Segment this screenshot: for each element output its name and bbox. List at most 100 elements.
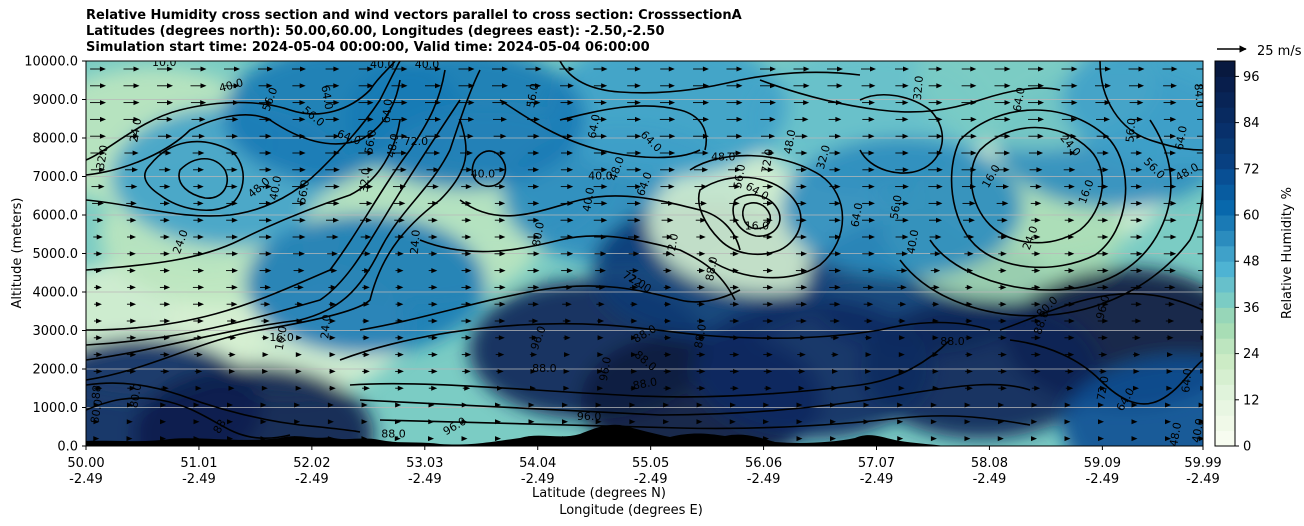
wind-vector [1000,352,1007,358]
wind-vector [195,385,202,391]
contour-line [419,235,736,301]
wind-vector [699,318,706,324]
wind-vector [601,66,608,72]
wind-vector [262,352,269,358]
contour-label: 24.0 [127,117,144,143]
wind-vector [465,234,472,240]
contour-line [742,202,772,230]
contour-line [859,94,944,174]
wind-vector [198,268,205,274]
wind-vector [1170,167,1177,173]
wind-vector [95,301,102,307]
contour-line [86,61,396,161]
contour-label: 88.0 [703,256,720,282]
x-tick-label-lon: -2.49 [1086,472,1120,487]
wind-vector [902,234,909,240]
wind-vector [736,116,743,122]
wind-vector [966,368,973,374]
wind-vector [1133,368,1140,374]
contour-label: 32.0 [814,144,833,171]
wind-vector [1136,167,1143,173]
contour-label: 80.0 [88,398,105,424]
wind-vector [901,251,908,257]
wind-vector [1204,134,1210,139]
wind-vector [732,385,739,391]
x-tick-label-lon: -2.49 [860,472,894,487]
wind-vector [801,133,808,139]
wind-vector [868,268,875,274]
wind-vector [164,284,171,290]
wind-vector [799,352,806,358]
wind-vector [397,301,404,307]
contour-label: 32.0 [357,168,372,194]
contour-line [899,179,1203,317]
wind-vector [966,385,973,391]
wind-vector [1204,117,1210,122]
x-axis-label-longitude: Longitude (degrees E) [559,503,703,518]
wind-vector [635,167,642,173]
wind-vector [464,385,471,391]
wind-vector [567,167,574,173]
wind-vector [534,100,541,106]
contour-line [86,397,291,440]
wind-vector [700,200,707,206]
wind-vector [1136,234,1143,240]
wind-vector [766,234,773,240]
chart-title-line-3: Simulation start time: 2024-05-04 00:00:… [86,40,650,55]
wind-vector [1138,66,1145,72]
wind-vector [935,234,942,240]
wind-vector [633,251,640,257]
wind-vector [465,217,472,223]
wind-vector [868,116,875,122]
wind-vector [397,352,404,358]
wind-vectors [90,66,1210,442]
wind-vector [834,284,841,290]
wind-vector [767,318,774,324]
wind-vector [232,100,239,106]
wind-vector [1202,268,1203,274]
contour-line [1099,61,1203,151]
wind-vector [167,100,173,106]
wind-vector [100,100,106,106]
colorbar-segment [1215,261,1235,278]
wind-vector [1034,217,1041,223]
wind-vector [333,66,340,72]
wind-vector [568,66,575,72]
wind-vector [1000,268,1007,274]
wind-vector [1071,83,1078,89]
wind-vector [231,184,238,190]
wind-vector [631,301,638,307]
contour-line [379,415,1031,430]
wind-vector [296,335,303,341]
wind-vector [400,167,407,173]
wind-vector [970,116,977,122]
wind-vector [634,66,641,72]
contour-label: 48.0 [1167,421,1184,447]
x-tick-label-lat: 58.08 [971,456,1008,471]
wind-vector [696,402,703,408]
wind-vector [866,335,873,341]
x-tick-label-lat: 59.09 [1084,456,1121,471]
wind-vector [900,284,907,290]
wind-vector [499,318,506,324]
wind-vector [736,133,743,139]
wind-vector [1170,217,1177,223]
wind-vector [898,368,905,374]
wind-vector [733,318,740,324]
colorbar-tick-label: 48 [1243,255,1260,270]
contour-line [1009,339,1203,405]
wind-vector [533,200,540,206]
wind-vector [1170,100,1177,106]
contour-label: 64.0 [848,202,865,228]
wind-vector [533,234,540,240]
wind-vector [200,66,207,72]
wind-vector [433,167,440,173]
wind-vector [500,133,507,139]
wind-vector [96,234,103,240]
wind-vector [801,301,808,307]
wind-vector [597,335,604,341]
wind-vector [1169,268,1176,274]
wind-vector [333,184,340,190]
wind-vector [964,402,971,408]
wind-vector [330,284,337,290]
